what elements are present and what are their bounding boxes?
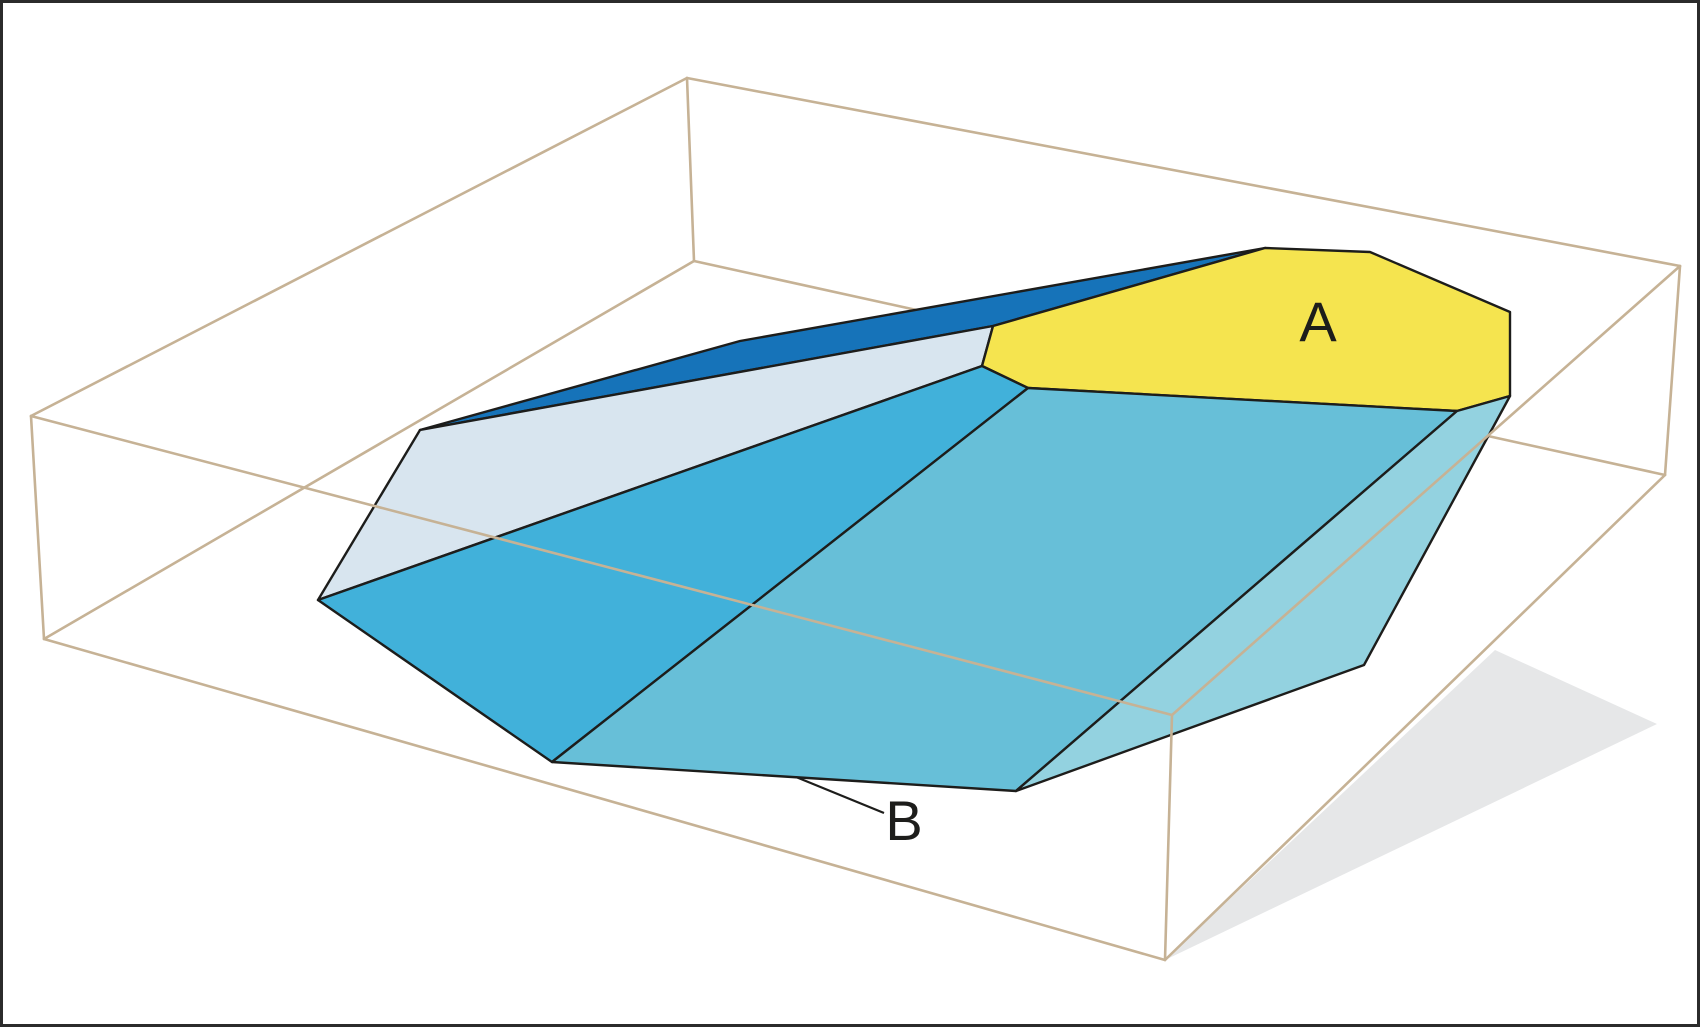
polyhedron — [316, 246, 1512, 793]
box-edge-back-left-bottom — [42, 259, 696, 641]
box-edge-front-near-vertical — [1163, 713, 1174, 962]
bounding-box-front-edges — [29, 264, 1682, 962]
box-edge-front-right-top — [1170, 264, 1682, 717]
box-edge-back-right-top — [685, 76, 1682, 268]
region-b-leader-line — [795, 775, 885, 815]
box-edge-front-left-vertical — [29, 414, 46, 641]
front-right-face — [1014, 394, 1512, 793]
box-edge-back-vertical — [685, 76, 696, 263]
box-edge-front-left-bottom — [42, 637, 1167, 962]
box-edge-back-left-top — [29, 76, 689, 418]
region-b-label: B — [885, 789, 922, 852]
region-a-label: A — [1299, 290, 1337, 353]
box-edge-front-right-bottom — [1163, 473, 1667, 962]
box-edge-front-left-top — [29, 414, 1174, 717]
floor-shadow — [1165, 650, 1657, 960]
box-edge-front-right-vertical — [1663, 264, 1682, 477]
region-a-face — [980, 246, 1512, 413]
